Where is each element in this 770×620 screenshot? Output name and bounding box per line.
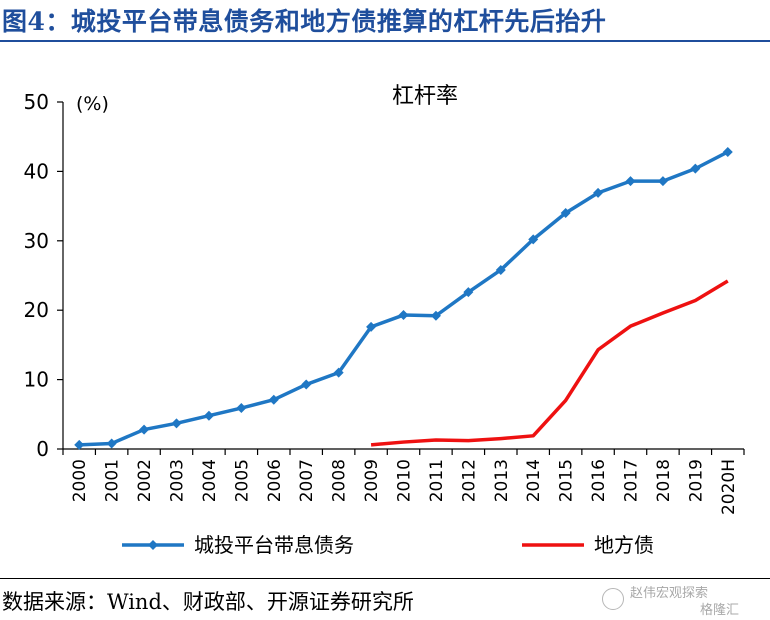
x-tick-label: 2004 <box>200 459 220 502</box>
x-tick-label: 2008 <box>330 459 350 502</box>
series-point-0 <box>106 438 117 449</box>
x-tick-label: 2003 <box>168 459 188 502</box>
watermark: 赵伟宏观探索 格隆汇 <box>600 582 768 618</box>
x-tick-label: 2013 <box>492 459 512 502</box>
watermark-line1: 赵伟宏观探索 <box>630 586 709 601</box>
x-tick-label: 2019 <box>686 459 706 502</box>
title-rule <box>0 40 770 42</box>
series-point-0 <box>625 176 636 187</box>
y-tick-label: 0 <box>36 437 49 461</box>
series-point-0 <box>236 403 247 414</box>
source-note: 数据来源：Wind、财政部、开源证券研究所 <box>2 590 414 614</box>
series-point-0 <box>301 379 312 390</box>
series-line-0 <box>79 150 729 447</box>
legend-label-1: 地方债 <box>594 533 654 557</box>
chart-title: 杠杆率 <box>392 84 458 109</box>
series-line-1 <box>370 279 729 447</box>
x-tick-label: 2018 <box>654 459 674 502</box>
y-tick-label: 20 <box>24 298 49 322</box>
x-tick-label: 2016 <box>589 459 609 502</box>
chart-axes <box>57 101 745 455</box>
x-tick-label: 2015 <box>557 459 577 502</box>
watermark-line2: 格隆汇 <box>700 603 740 618</box>
x-tick-label: 2012 <box>459 459 479 502</box>
series-point-0 <box>722 146 733 157</box>
series-point-0 <box>268 394 279 405</box>
series-point-0 <box>690 163 701 174</box>
series-point-0 <box>203 410 214 421</box>
y-tick-label: 40 <box>24 159 49 183</box>
source-rule <box>0 578 770 579</box>
line-chart: 0 10 20 30 40 50 2000 2001 2002 2003 2004 2005 2006 2… <box>24 84 745 557</box>
series-point-0 <box>560 208 571 219</box>
y-axis-unit: (%) <box>76 93 109 115</box>
series-point-0 <box>171 418 182 429</box>
x-tick-label: 2005 <box>232 459 252 502</box>
y-tick-label: 30 <box>24 229 49 253</box>
x-tick-label: 2006 <box>265 459 285 502</box>
y-tick-label: 50 <box>24 90 49 114</box>
x-tick-label: 2001 <box>103 459 123 502</box>
x-tick-label: 2011 <box>427 459 447 502</box>
series-point-0 <box>333 367 344 378</box>
series-point-0 <box>366 321 377 332</box>
legend-label-0: 城投平台带息债务 <box>194 533 354 557</box>
series-point-0 <box>398 310 409 321</box>
series-point-0 <box>463 287 474 298</box>
y-tick-label: 10 <box>24 368 49 392</box>
figure-title: 图4：城投平台带息债务和地方债推算的杠杆先后抬升 <box>2 7 607 36</box>
series-point-0 <box>495 264 506 275</box>
wechat-icon <box>602 588 624 610</box>
x-tick-label: 2014 <box>524 459 544 502</box>
chart-labels: 0 10 20 30 40 50 2000 2001 2002 2003 2004 2005 2006 2… <box>24 84 739 557</box>
x-tick-label: 2017 <box>622 459 642 502</box>
x-tick-label: 2010 <box>395 459 415 502</box>
series-point-0 <box>528 234 539 245</box>
x-tick-label: 2009 <box>362 459 382 502</box>
legend-marker-0 <box>148 540 158 550</box>
series-point-0 <box>430 310 441 321</box>
x-tick-label: 2020H <box>719 459 739 515</box>
series-point-0 <box>74 439 85 450</box>
series-point-0 <box>139 424 150 435</box>
x-tick-label: 2000 <box>70 459 90 502</box>
series-point-0 <box>593 187 604 198</box>
x-tick-label: 2002 <box>135 459 155 502</box>
x-tick-label: 2007 <box>297 459 317 502</box>
series-point-0 <box>657 176 668 187</box>
chart-marks <box>74 146 733 550</box>
